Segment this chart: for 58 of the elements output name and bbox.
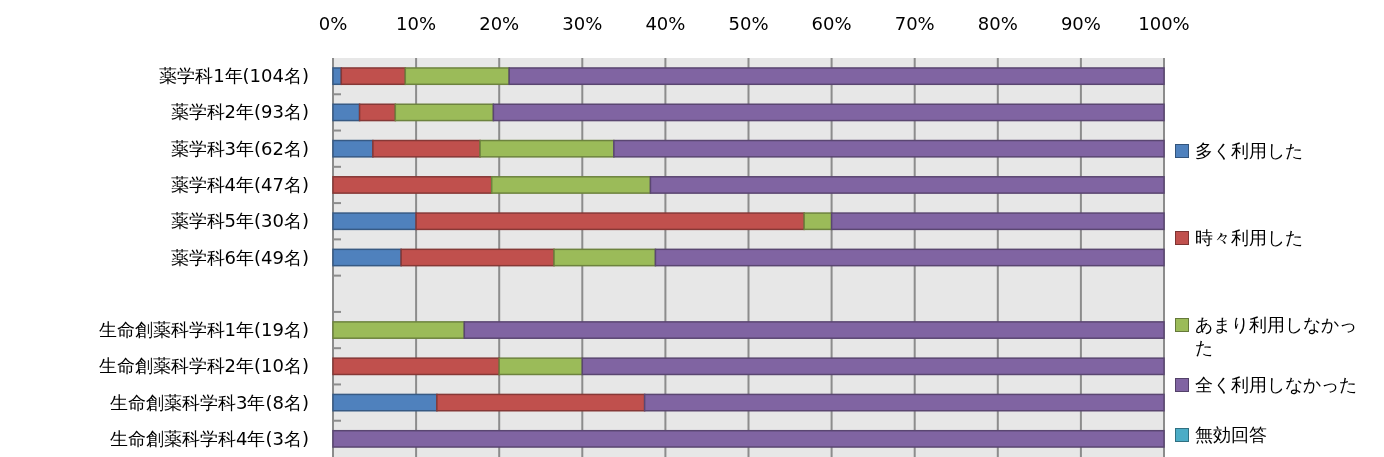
- y-tick-label: 薬学科1年(104名): [159, 65, 309, 87]
- bar: [358, 103, 397, 122]
- x-tick-label: 30%: [562, 13, 603, 34]
- bar: [553, 248, 657, 267]
- bar: [479, 139, 615, 158]
- legend-label: あまり利用しなかった: [1194, 313, 1358, 359]
- y-tick-label: 薬学科6年(49名): [170, 246, 309, 268]
- legend-label: 多く利用した: [1194, 139, 1304, 162]
- bar: [372, 139, 481, 158]
- x-tick-label: 50%: [728, 13, 769, 34]
- x-tick-label: 10%: [396, 13, 437, 34]
- bar: [415, 212, 805, 231]
- legend-label: 無効回答: [1194, 423, 1268, 446]
- bar: [654, 248, 1165, 267]
- bar: [332, 248, 402, 267]
- bar: [332, 357, 500, 376]
- bar: [613, 139, 1165, 158]
- bar: [463, 321, 1165, 339]
- bar: [340, 67, 407, 86]
- bar: [394, 103, 495, 122]
- x-tick-label: 60%: [811, 13, 852, 34]
- bar: [332, 429, 1165, 448]
- y-tick-label: 薬学科2年(93名): [170, 101, 309, 123]
- bar: [492, 103, 1165, 122]
- bar: [803, 212, 833, 231]
- bar: [332, 321, 466, 339]
- legend-label: 全く利用しなかった: [1194, 373, 1358, 396]
- bar: [830, 212, 1165, 231]
- bar: [490, 176, 652, 194]
- y-tick-label: 生命創薬科学科4年(3名): [110, 427, 309, 449]
- x-tick-label: 70%: [894, 13, 935, 34]
- bar: [498, 357, 584, 376]
- bar: [404, 67, 510, 86]
- bar: [332, 103, 361, 122]
- x-tick-label: 90%: [1060, 13, 1101, 34]
- bar: [508, 67, 1165, 86]
- bar: [643, 393, 1165, 412]
- bar: [436, 393, 646, 412]
- bar: [332, 393, 438, 412]
- x-tick-label: 0%: [318, 13, 348, 34]
- y-tick-label: 生命創薬科学科1年(19名): [98, 319, 309, 341]
- bar: [332, 139, 374, 158]
- y-tick-label: 薬学科5年(30名): [170, 210, 309, 232]
- x-tick-label: 80%: [977, 13, 1018, 34]
- bar: [581, 357, 1165, 376]
- x-tick-label: 100%: [1138, 13, 1190, 34]
- bar: [332, 176, 493, 194]
- bar: [332, 212, 417, 231]
- x-tick-label: 40%: [645, 13, 686, 34]
- bar: [332, 67, 343, 86]
- x-tick-label: 20%: [479, 13, 520, 34]
- y-tick-label: 生命創薬科学科3年(8名): [110, 391, 309, 413]
- bar: [400, 248, 555, 267]
- y-tick-label: 薬学科3年(62名): [170, 137, 309, 159]
- bar: [649, 176, 1165, 194]
- legend-label: 時々利用した: [1194, 226, 1304, 249]
- y-tick-label: 薬学科4年(47名): [170, 173, 309, 195]
- y-tick-label: 生命創薬科学科2年(10名): [98, 355, 309, 377]
